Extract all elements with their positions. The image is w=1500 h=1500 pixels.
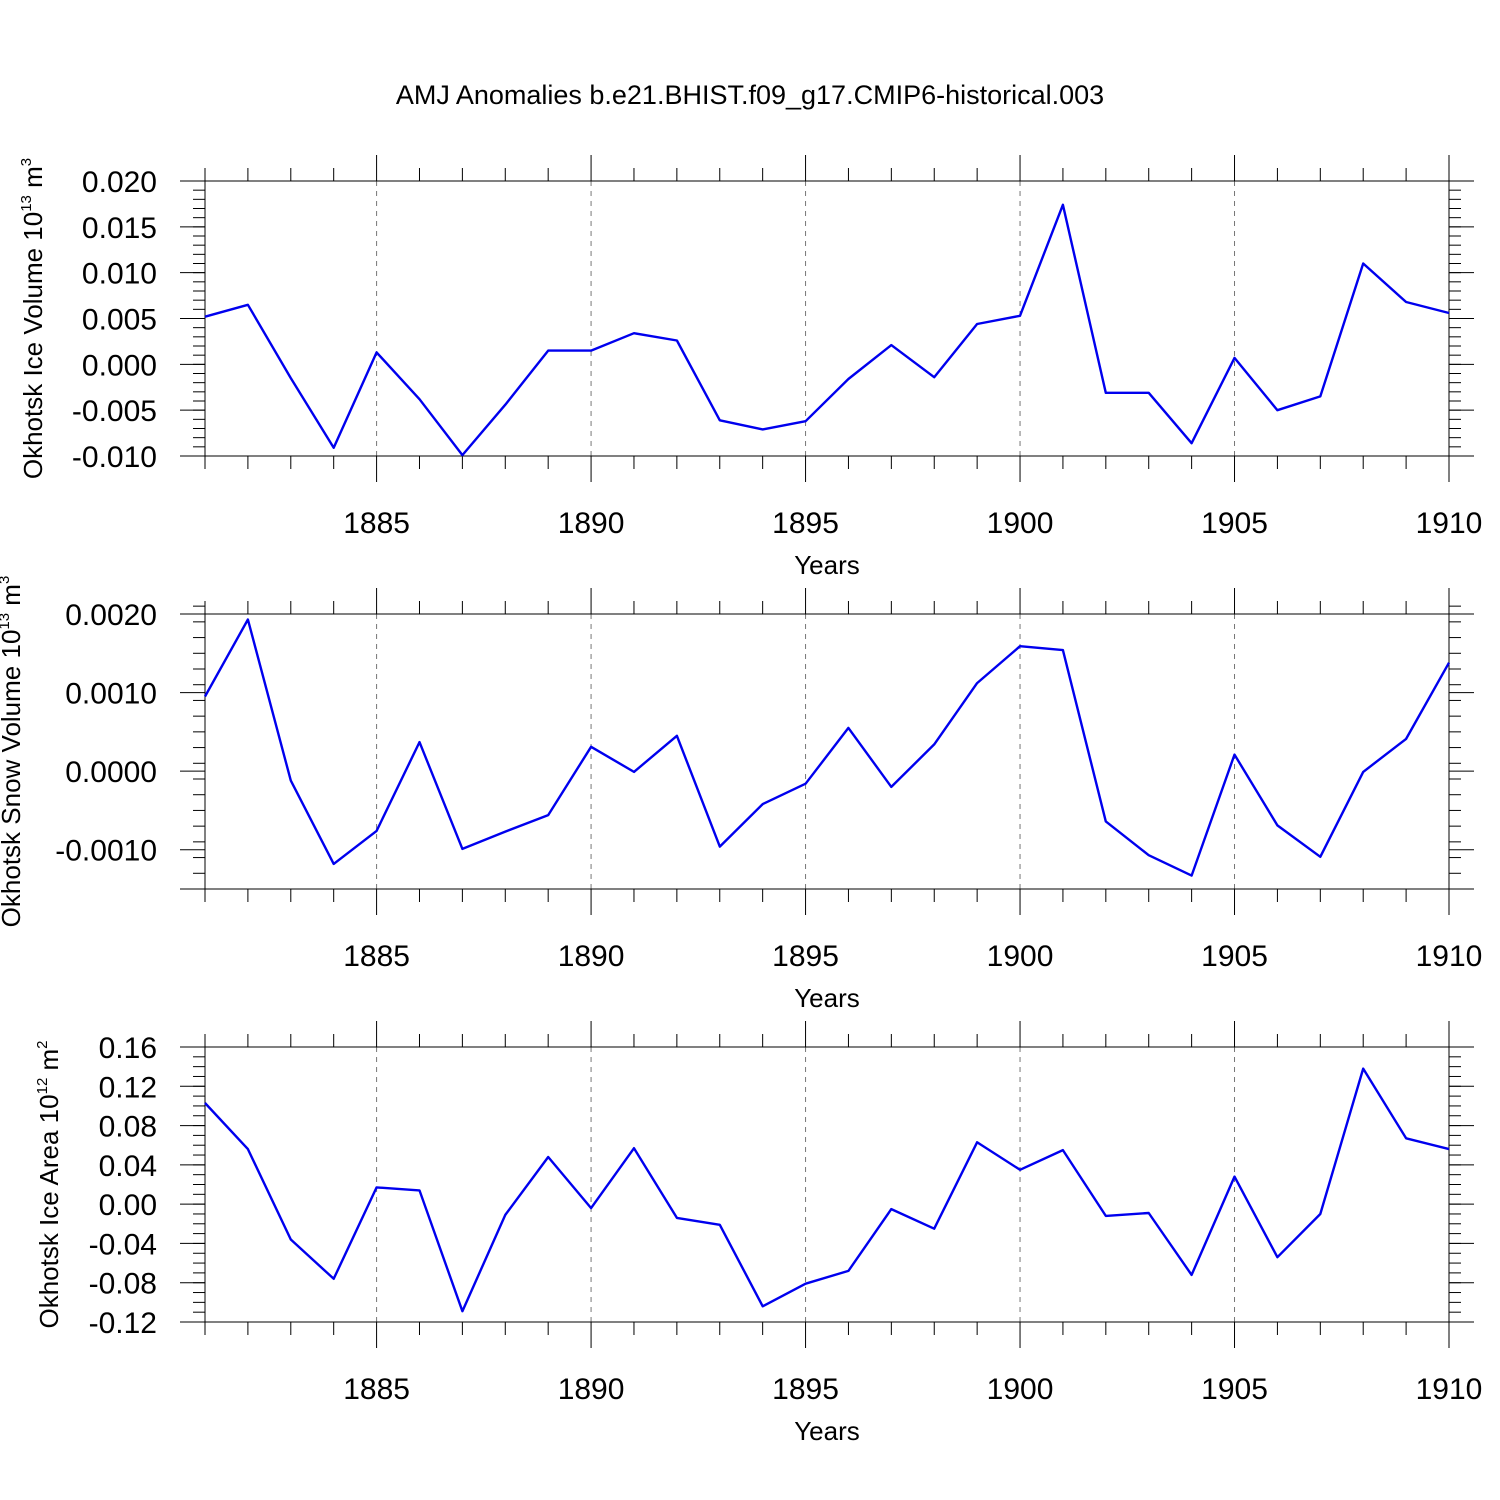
x-tick-label-1905: 1905 xyxy=(1201,1373,1268,1406)
x-tick-label-1885: 1885 xyxy=(343,507,410,540)
x-tick-label-1910: 1910 xyxy=(1416,1373,1483,1406)
y-axis-title: Okhotsk Snow Volume 1013 m3 xyxy=(0,576,26,928)
y-tick-label: 0.005 xyxy=(82,304,157,337)
x-tick-label-1890: 1890 xyxy=(558,1373,625,1406)
y-tick-label: -0.08 xyxy=(89,1268,157,1301)
y-axis-title-part: 2 xyxy=(34,1040,51,1048)
y-tick-label: 0.00 xyxy=(99,1189,157,1222)
y-axis-title-part: Okhotsk Ice Volume 10 xyxy=(18,212,48,479)
y-axis-title: Okhotsk Ice Volume 1013 m3 xyxy=(18,158,48,479)
y-tick-label: 0.0020 xyxy=(65,599,157,632)
x-axis-title: Years xyxy=(794,550,860,580)
y-axis-title-part: 3 xyxy=(18,158,35,166)
y-tick-label: 0.04 xyxy=(99,1150,157,1183)
series-line-2 xyxy=(203,618,1451,877)
x-tick-label-1910: 1910 xyxy=(1416,940,1483,973)
x-tick-label-1900: 1900 xyxy=(987,940,1054,973)
y-tick-label: 0.08 xyxy=(99,1111,157,1144)
y-axis-title-part: 12 xyxy=(34,1078,51,1095)
x-tick-label-1910: 1910 xyxy=(1416,507,1483,540)
y-axis-title-part: Okhotsk Ice Area 10 xyxy=(34,1094,64,1328)
x-tick-label-1885: 1885 xyxy=(343,1373,410,1406)
x-tick-label-1890: 1890 xyxy=(558,940,625,973)
y-axis-title-part: Okhotsk Snow Volume 10 xyxy=(0,630,26,928)
y-axis-title-part: m xyxy=(34,1049,64,1078)
panel-2: -0.0010 0.0000 0.0010 0.0020 1885 1890 1895 190… xyxy=(0,576,1482,1013)
y-tick-label: -0.010 xyxy=(72,441,157,474)
x-tick-label-1895: 1895 xyxy=(772,940,839,973)
x-axis-title: Years xyxy=(794,1416,860,1446)
chart-title: AMJ Anomalies b.e21.BHIST.f09_g17.CMIP6-… xyxy=(396,80,1104,110)
y-axis-title-part: m xyxy=(0,584,26,613)
y-axis-title-part: 13 xyxy=(0,613,13,630)
chart-panels: -0.010 -0.005 0.000 0.005 0.010 0.015 0.020 188… xyxy=(0,155,1482,1446)
y-axis-title-part: m xyxy=(18,166,48,195)
y-tick-label: 0.000 xyxy=(82,349,157,382)
panel-1: -0.010 -0.005 0.000 0.005 0.010 0.015 0.020 188… xyxy=(18,155,1482,580)
y-tick-label: 0.020 xyxy=(82,166,157,199)
x-tick-label-1895: 1895 xyxy=(772,507,839,540)
x-tick-label-1895: 1895 xyxy=(772,1373,839,1406)
y-tick-label: 0.010 xyxy=(82,258,157,291)
y-axis-title: Okhotsk Ice Area 1012 m2 xyxy=(34,1040,64,1328)
x-axis-title: Years xyxy=(794,983,860,1013)
x-tick-label-1900: 1900 xyxy=(987,1373,1054,1406)
y-tick-label: 0.16 xyxy=(99,1032,157,1065)
x-tick-label-1885: 1885 xyxy=(343,940,410,973)
x-tick-label-1905: 1905 xyxy=(1201,940,1268,973)
panel-3: -0.12 -0.08 -0.04 0.00 0.04 0.08 0.12 0.16 1885 1… xyxy=(34,1021,1482,1446)
y-axis-title-part: 13 xyxy=(18,195,35,212)
y-tick-label: -0.0010 xyxy=(55,835,157,868)
y-tick-label: -0.04 xyxy=(89,1228,157,1261)
series-line-1 xyxy=(204,203,1450,457)
x-tick-label-1905: 1905 xyxy=(1201,507,1268,540)
y-tick-label: 0.12 xyxy=(99,1071,157,1104)
x-tick-label-1900: 1900 xyxy=(987,507,1054,540)
x-tick-label-1890: 1890 xyxy=(558,507,625,540)
y-tick-label: 0.0000 xyxy=(65,756,157,789)
series-line-3 xyxy=(204,1067,1450,1313)
y-tick-label: -0.005 xyxy=(72,395,157,428)
y-tick-label: -0.12 xyxy=(89,1307,157,1340)
y-tick-label: 0.015 xyxy=(82,212,157,245)
y-axis-title-part: 3 xyxy=(0,576,13,584)
y-tick-label: 0.0010 xyxy=(65,678,157,711)
